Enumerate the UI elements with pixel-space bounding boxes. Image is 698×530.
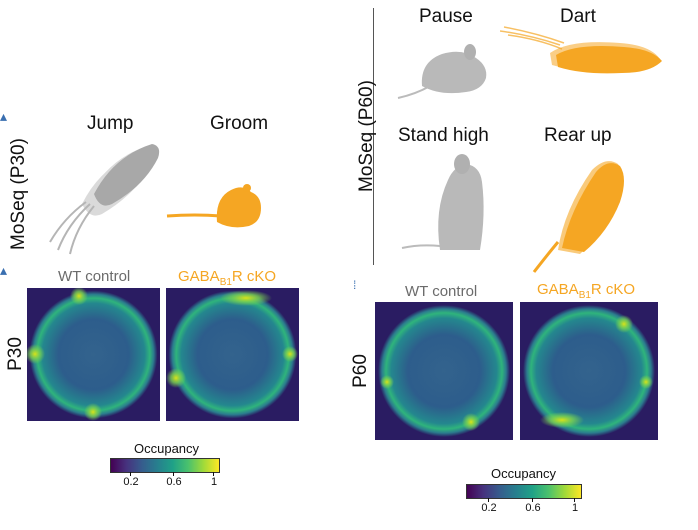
- colorbar-tick: 0.2: [481, 502, 497, 514]
- colorbar-right: [466, 484, 582, 499]
- ko-prefix: GABA: [537, 281, 579, 298]
- heatmap-wt-p60: [375, 302, 513, 440]
- colorbar-title-right: Occupancy: [491, 466, 557, 481]
- behavior-label-jump: Jump: [87, 113, 134, 134]
- rear-up-mouse-silhouette: [532, 161, 624, 273]
- gaba-cko-label-p60: GABAB1R cKO: [537, 281, 635, 301]
- colorbar-tickmark: [130, 472, 131, 476]
- wt-control-label-p30: WT control: [58, 268, 131, 285]
- colorbar-tickmark: [213, 472, 214, 476]
- wt-control-label-p60: WT control: [405, 283, 478, 300]
- colorbar-tick: 0.6: [525, 502, 541, 514]
- colorbar-tick: 1: [571, 502, 579, 514]
- ko-suffix: R cKO: [590, 281, 636, 298]
- heatmap-ko-p30: [166, 288, 299, 421]
- colorbar-tickmark: [173, 472, 174, 476]
- colorbar-title-left: Occupancy: [134, 441, 200, 456]
- p60-row-label: P60: [350, 354, 371, 388]
- pause-mouse-silhouette: [397, 44, 487, 99]
- groom-mouse-silhouette: [166, 184, 261, 228]
- behavior-label-groom: Groom: [210, 113, 269, 134]
- dart-mouse-silhouette: [500, 26, 662, 74]
- colorbar-tick: 0.6: [166, 476, 182, 488]
- behavior-label-stand-high: Stand high: [398, 125, 489, 146]
- panel-marker: ⁞: [353, 278, 357, 292]
- colorbar-tickmark: [532, 498, 533, 502]
- moseq-p30-label: MoSeq (P30): [8, 138, 29, 250]
- behavior-label-pause: Pause: [419, 6, 473, 27]
- stand-high-mouse-silhouette: [401, 154, 484, 250]
- panel-marker: ▴: [0, 108, 8, 124]
- vertical-divider: [373, 8, 374, 265]
- behavior-label-dart: Dart: [560, 6, 596, 27]
- moseq-p60-label: MoSeq (P60): [356, 80, 377, 192]
- panel-marker: ▴: [0, 262, 8, 278]
- ko-suffix: R cKO: [231, 268, 277, 285]
- p30-row-label: P30: [5, 337, 26, 371]
- gaba-cko-label-p30: GABAB1R cKO: [178, 268, 276, 288]
- heatmap-ko-p60: [520, 302, 658, 440]
- colorbar-tick: 1: [210, 476, 218, 488]
- colorbar-tick: 0.2: [123, 476, 139, 488]
- jump-mouse-silhouette: [49, 144, 160, 255]
- colorbar-tickmark: [574, 498, 575, 502]
- colorbar-tickmark: [488, 498, 489, 502]
- ko-prefix: GABA: [178, 268, 220, 285]
- heatmap-wt-p30: [27, 288, 160, 421]
- ko-subscript: B1: [219, 277, 232, 288]
- colorbar-left: [110, 458, 220, 473]
- behavior-label-rear-up: Rear up: [544, 125, 612, 146]
- ko-subscript: B1: [578, 290, 591, 301]
